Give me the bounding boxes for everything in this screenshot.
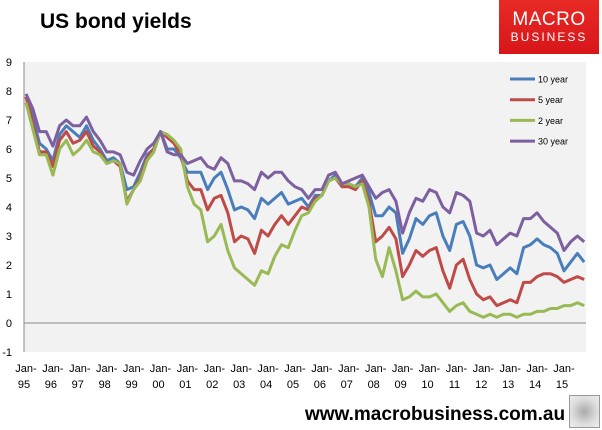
x-tick-label: Jan- (69, 363, 91, 375)
x-tick-label: Jan- (473, 363, 495, 375)
x-tick-year: 98 (99, 379, 111, 391)
logo-line1: MACRO (512, 9, 586, 30)
wolf-logo-icon (569, 395, 600, 428)
y-tick-label: 0 (6, 318, 12, 330)
y-tick-label: 2 (6, 260, 12, 272)
x-tick-year: 01 (179, 379, 191, 391)
y-tick-label: 7 (6, 115, 12, 127)
y-tick-label: 8 (6, 86, 12, 98)
x-tick-year: 08 (368, 379, 380, 391)
y-tick-label: 5 (6, 173, 12, 185)
x-tick-label: Jan- (446, 363, 468, 375)
x-tick-year: 12 (475, 379, 487, 391)
series-line-30-year (24, 93, 586, 252)
x-tick-year: 03 (233, 379, 245, 391)
x-tick-label: Jan- (257, 363, 279, 375)
x-tick-year: 11 (449, 379, 460, 391)
x-tick-year: 95 (18, 379, 30, 391)
x-tick-label: Jan- (499, 363, 521, 375)
legend-label: 30 year (538, 137, 568, 147)
x-tick-year: 00 (152, 379, 164, 391)
legend-label: 2 year (538, 116, 563, 126)
x-tick-label: Jan- (553, 363, 575, 375)
x-tick-year: 09 (394, 379, 406, 391)
y-tick-label: 6 (6, 144, 12, 156)
x-tick-label: Jan- (42, 363, 64, 375)
x-tick-label: Jan- (150, 363, 172, 375)
x-tick-label: Jan- (311, 363, 333, 375)
x-tick-label: Jan- (338, 363, 360, 375)
website-url[interactable]: www.macrobusiness.com.au (305, 404, 566, 425)
x-tick-year: 15 (556, 379, 568, 391)
x-tick-label: Jan- (392, 363, 414, 375)
x-tick-label: Jan- (177, 363, 199, 375)
x-tick-label: Jan- (284, 363, 306, 375)
x-tick-year: 05 (287, 379, 299, 391)
logo-line2: BUSINESS (510, 30, 588, 44)
x-tick-year: 10 (421, 379, 433, 391)
page-title: US bond yields (40, 10, 192, 33)
x-tick-year: 99 (125, 379, 137, 391)
x-tick-year: 06 (314, 379, 326, 391)
legend-label: 5 year (538, 95, 563, 105)
x-tick-year: 14 (529, 379, 541, 391)
x-tick-label: Jan- (230, 363, 252, 375)
legend-label: 10 year (538, 75, 568, 85)
x-tick-year: 07 (341, 379, 353, 391)
y-tick-label: 1 (6, 289, 12, 301)
line-chart: -10123456789Jan-95Jan-96Jan-97Jan-98Jan-… (2, 57, 586, 391)
x-tick-year: 04 (260, 379, 272, 391)
y-tick-label: 4 (6, 202, 12, 214)
y-tick-label: -1 (2, 347, 12, 359)
x-tick-year: 02 (206, 379, 218, 391)
y-tick-label: 3 (6, 231, 12, 243)
x-tick-year: 96 (45, 379, 57, 391)
x-tick-label: Jan- (365, 363, 387, 375)
x-tick-year: 13 (502, 379, 514, 391)
x-tick-label: Jan- (419, 363, 441, 375)
y-tick-label: 9 (6, 57, 12, 69)
x-tick-label: Jan- (96, 363, 118, 375)
x-tick-label: Jan- (526, 363, 548, 375)
x-tick-label: Jan- (15, 363, 37, 375)
x-tick-year: 97 (72, 379, 84, 391)
macrobusiness-logo: MACRO BUSINESS (499, 0, 599, 54)
x-tick-label: Jan- (123, 363, 145, 375)
series-line-2-year (24, 102, 585, 319)
x-tick-label: Jan- (204, 363, 226, 375)
